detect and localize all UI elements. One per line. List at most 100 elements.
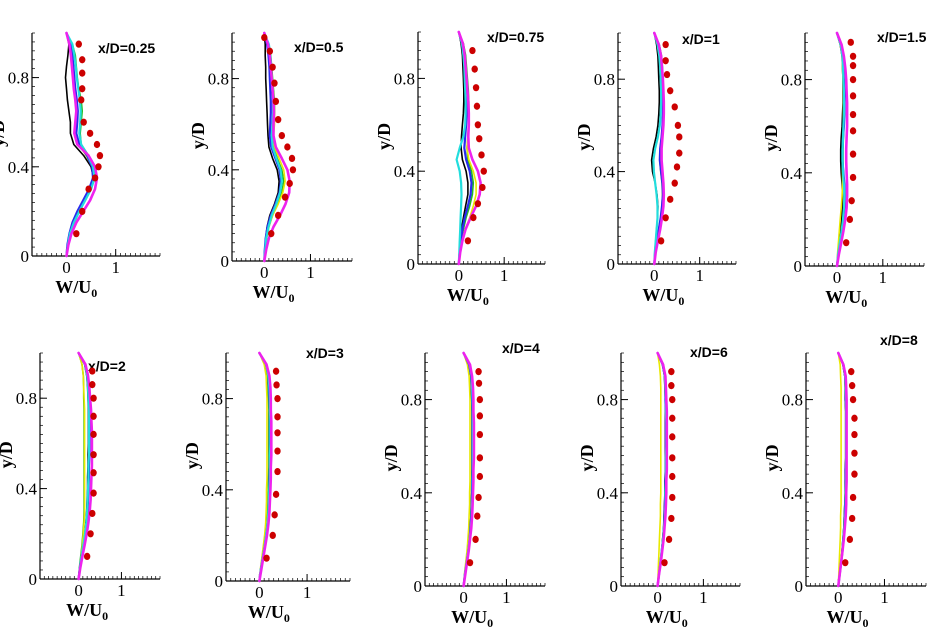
y-axis-title: y/D <box>0 120 8 147</box>
series-group <box>77 351 94 581</box>
experiment-point <box>89 509 96 518</box>
experiment-point <box>662 214 669 222</box>
experiment-point <box>274 447 281 455</box>
series-group <box>650 31 666 266</box>
experiment-point <box>669 433 676 441</box>
experiment-points <box>842 368 858 567</box>
y-tick-label: 0.8 <box>597 391 618 410</box>
panel-7: 0 1 0 0.4 0.8 y/D W/U0 x/D=3 <box>182 345 351 625</box>
y-tick-label: 0 <box>794 257 803 276</box>
y-tick-label: 0.4 <box>202 481 224 500</box>
experiment-points <box>83 367 97 561</box>
experiment-point <box>665 535 673 544</box>
series-group <box>462 351 476 588</box>
x-minor-ticks <box>617 261 737 264</box>
x-tick-label: 0 <box>255 583 264 602</box>
y-axis-title: y/D <box>577 444 597 471</box>
x-tick-label: 0 <box>62 258 71 277</box>
x-tick-label: 0 <box>459 588 468 607</box>
x-tick-label: 1 <box>306 263 315 282</box>
panel-title: x/D=8 <box>880 332 918 348</box>
y-tick-label: 0 <box>407 255 416 274</box>
experiment-point <box>93 140 101 149</box>
y-tick-label: 0.4 <box>401 484 423 503</box>
y-tick-label: 0.4 <box>594 163 616 182</box>
y-axis-title: y/D <box>381 444 401 471</box>
experiment-point <box>261 33 268 42</box>
series-group <box>835 31 849 268</box>
experiment-point <box>90 489 97 497</box>
x-axis-title: W/U0 <box>827 607 869 628</box>
experiment-point <box>286 179 293 188</box>
experiment-point <box>849 62 857 70</box>
x-tick-label: 1 <box>500 266 509 285</box>
experiment-point <box>476 396 484 404</box>
experiment-point <box>669 493 676 502</box>
experiment-point <box>849 76 857 84</box>
x-tick-label: 1 <box>111 258 120 277</box>
experiment-point <box>478 151 485 159</box>
experiment-point <box>274 467 281 476</box>
experiment-point <box>263 554 270 562</box>
y-minor-ticks <box>40 352 43 580</box>
x-minor-ticks <box>804 263 925 266</box>
experiment-point <box>848 382 856 390</box>
experiment-point <box>669 396 676 404</box>
x-tick-label: 0 <box>833 268 842 287</box>
y-minor-ticks <box>418 31 421 265</box>
experiment-point <box>668 382 675 390</box>
experiment-point <box>842 239 850 247</box>
experiment-points <box>261 33 297 238</box>
x-tick-label: 0 <box>455 266 464 285</box>
y-axis-title: y/D <box>188 122 208 149</box>
experiment-point <box>271 79 278 87</box>
x-axis-title: W/U0 <box>253 282 295 305</box>
panel-title: x/D=2 <box>88 358 126 374</box>
experiment-points <box>661 368 676 567</box>
experiment-point <box>848 368 855 376</box>
experiment-point <box>281 193 289 201</box>
series-line-yellow <box>77 352 86 580</box>
x-axis-title: W/U0 <box>825 287 867 310</box>
x-tick-label: 0 <box>74 581 83 600</box>
y-tick-label: 0 <box>610 577 619 596</box>
x-tick-label: 0 <box>260 263 269 282</box>
x-tick-label: 0 <box>650 266 659 285</box>
experiment-point <box>79 69 86 77</box>
experiment-point <box>668 514 675 523</box>
experiment-point <box>662 40 669 49</box>
experiment-point <box>474 200 482 208</box>
x-minor-ticks <box>31 253 161 256</box>
experiment-point <box>274 413 281 421</box>
y-minor-ticks <box>32 32 35 257</box>
panel-title: x/D=4 <box>502 340 540 356</box>
y-tick-label: 0 <box>795 577 804 596</box>
x-minor-ticks <box>805 583 927 586</box>
x-axis-title: W/U0 <box>248 602 290 625</box>
y-axis-title: y/D <box>574 123 594 150</box>
experiment-point <box>87 530 94 538</box>
panel-title: x/D=1.5 <box>877 29 927 45</box>
experiment-point <box>849 92 857 100</box>
series-line-yellow <box>656 352 662 587</box>
panel-8: 0 1 0 0.4 0.8 y/D W/U0 x/D=4 <box>381 340 546 628</box>
y-minor-ticks <box>621 352 624 587</box>
experiment-point <box>475 379 483 387</box>
experiment-point <box>266 47 274 55</box>
panel-title: x/D=1 <box>682 31 720 47</box>
x-axis-title: W/U0 <box>451 607 493 628</box>
experiment-point <box>83 552 91 561</box>
series-group <box>263 31 291 263</box>
x-tick-label: 1 <box>502 588 511 607</box>
series-group <box>455 30 482 266</box>
series-group <box>258 351 273 583</box>
experiment-point <box>669 472 676 481</box>
y-tick-label: 0.4 <box>597 484 619 503</box>
experiment-point <box>470 214 477 222</box>
y-tick-label: 0.4 <box>394 162 416 181</box>
y-tick-label: 0.4 <box>208 161 230 180</box>
experiment-point <box>79 207 86 215</box>
x-axis-title: W/U0 <box>447 285 489 308</box>
panel-title: x/D=0.25 <box>98 40 155 56</box>
